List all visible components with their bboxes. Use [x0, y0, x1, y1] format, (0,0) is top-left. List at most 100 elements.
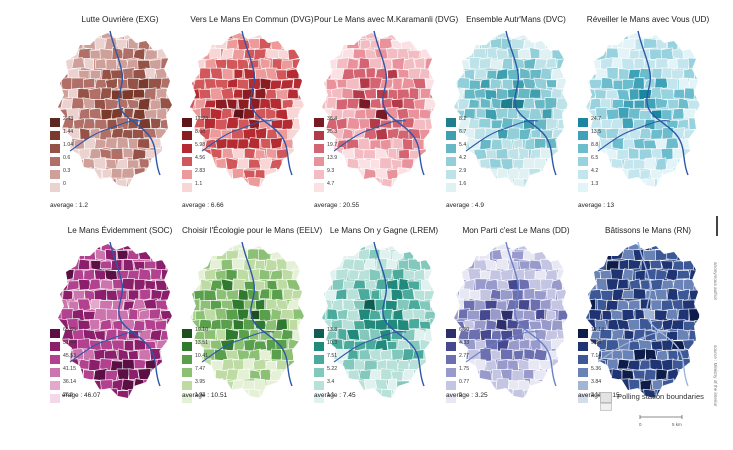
polling-station-area: [58, 38, 64, 51]
polling-station-area: [468, 57, 482, 70]
polling-station-area: [203, 178, 217, 187]
polling-station-area: [454, 244, 455, 252]
polling-station-area: [303, 38, 304, 51]
polling-station-area: [357, 308, 371, 321]
polling-station-area: [551, 189, 565, 199]
polling-station-area: [474, 69, 487, 79]
polling-station-area: [599, 38, 613, 50]
polling-station-area: [79, 244, 90, 250]
polling-station-area: [387, 69, 399, 80]
legend-value: 2.43: [63, 116, 74, 122]
panel-average: average : 10.51: [182, 392, 228, 399]
polling-station-area: [303, 138, 304, 149]
polling-station-area: [214, 118, 228, 131]
polling-station-area: [137, 118, 152, 130]
polling-station-area: [190, 244, 191, 252]
legend-value: 19.10: [195, 327, 208, 333]
polling-station-area: [429, 67, 436, 81]
polling-station-area: [88, 244, 101, 251]
polling-station-area: [299, 129, 304, 141]
legend-value: 9.63: [591, 340, 602, 346]
polling-station-area: [122, 399, 134, 410]
polling-station-area: [286, 168, 300, 181]
legend-swatch: [314, 355, 324, 364]
legend-value: 4.56: [195, 155, 206, 161]
polling-station-area: [687, 249, 700, 261]
polling-station-area: [237, 288, 250, 302]
polling-station-area: [126, 248, 141, 260]
polling-station-area: [566, 329, 568, 342]
polling-station-area: [545, 79, 557, 88]
polling-station-area: [58, 88, 70, 100]
polling-station-area: [596, 298, 608, 312]
legend-swatch: [314, 118, 324, 127]
polling-station-area: [374, 318, 389, 332]
polling-station-area: [225, 308, 240, 321]
polling-station-area: [357, 137, 371, 151]
polling-station-area: [551, 33, 564, 40]
polling-station-area: [606, 33, 618, 41]
polling-station-area: [122, 147, 135, 159]
polling-station-area: [599, 329, 613, 340]
polling-station-area: [402, 138, 415, 151]
polling-station-area: [314, 300, 321, 309]
polling-station-area: [412, 308, 427, 321]
polling-station-area: [539, 244, 554, 250]
polling-station-area: [302, 249, 304, 262]
polling-station-area: [506, 127, 521, 141]
polling-station-area: [671, 244, 686, 251]
polling-station-area: [682, 320, 697, 332]
polling-station-area: [660, 244, 673, 250]
polling-station-area: [484, 300, 499, 310]
polling-station-area: [595, 188, 609, 199]
polling-station-area: [676, 157, 690, 171]
polling-station-area: [264, 319, 278, 331]
polling-station-area: [270, 388, 284, 398]
polling-station-area: [617, 278, 629, 290]
legend-value: 6.5: [591, 155, 599, 161]
polling-station-area: [58, 58, 64, 71]
polling-station-area: [671, 299, 685, 311]
polling-station-area: [424, 118, 436, 131]
polling-station-area: [397, 68, 411, 79]
polling-station-area: [297, 319, 304, 332]
polling-station-area: [128, 350, 139, 361]
polling-station-area: [513, 349, 525, 361]
polling-station-area: [595, 33, 608, 41]
polling-station-area: [386, 340, 398, 351]
polling-station-area: [199, 33, 213, 39]
polling-station-area: [326, 248, 338, 260]
polling-station-area: [586, 67, 597, 79]
legend-value: 0: [63, 181, 66, 187]
polling-station-area: [354, 147, 366, 160]
legend-swatch: [50, 368, 60, 377]
polling-station-area: [342, 399, 354, 410]
polling-station-area: [159, 159, 172, 169]
polling-station-area: [341, 168, 355, 179]
polling-station-area: [586, 99, 592, 111]
polling-station-area: [683, 67, 696, 79]
polling-station-area: [561, 244, 568, 251]
polling-station-area: [628, 299, 641, 312]
polling-station-area: [413, 369, 426, 380]
polling-station-area: [291, 37, 304, 51]
polling-station-area: [387, 148, 398, 160]
polling-station-area: [621, 369, 634, 381]
polling-station-area: [231, 48, 246, 61]
polling-station-area: [105, 370, 119, 382]
polling-station-area: [170, 57, 172, 69]
polling-station-area: [419, 320, 432, 330]
legend-swatch: [182, 157, 192, 166]
polling-station-area: [419, 399, 431, 410]
polling-station-area: [414, 57, 425, 70]
polling-station-area: [138, 389, 152, 398]
polling-station-area: [434, 77, 436, 91]
polling-station-area: [220, 258, 235, 271]
polling-station-area: [546, 288, 557, 302]
polling-station-area: [227, 388, 239, 398]
polling-station-area: [171, 77, 172, 90]
legend-value: 1.6: [459, 181, 467, 187]
river-line: [505, 241, 557, 387]
polling-station-area: [413, 37, 427, 51]
polling-station-area: [569, 140, 578, 149]
